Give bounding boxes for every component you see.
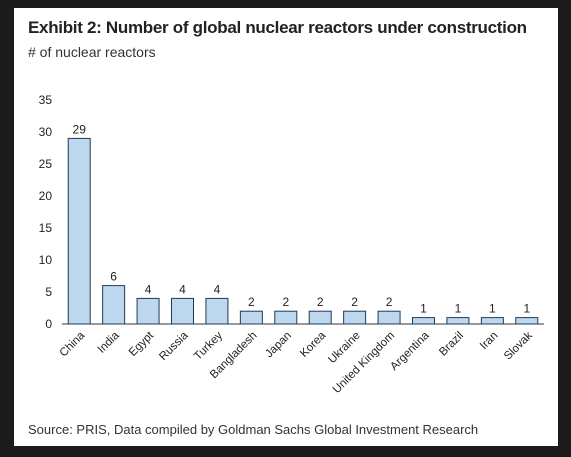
bar bbox=[205, 297, 229, 325]
x-tick-label: United Kingdom bbox=[331, 330, 397, 396]
y-tick-label: 35 bbox=[39, 93, 53, 107]
bar bbox=[308, 310, 332, 325]
x-tick-label: Iran bbox=[478, 330, 501, 353]
bar bbox=[102, 285, 126, 325]
y-tick-label: 5 bbox=[45, 285, 52, 299]
data-label: 1 bbox=[420, 302, 427, 316]
chart-subtitle: # of nuclear reactors bbox=[28, 44, 156, 60]
bar bbox=[446, 317, 470, 325]
x-tick-label: Japan bbox=[263, 330, 294, 361]
source-note: Source: PRIS, Data compiled by Goldman S… bbox=[28, 422, 479, 437]
bar bbox=[239, 310, 263, 325]
x-tick-label: Egypt bbox=[127, 329, 157, 359]
x-tick-label: Turkey bbox=[192, 329, 225, 362]
data-label: 4 bbox=[214, 282, 221, 296]
data-label: 2 bbox=[386, 295, 393, 309]
y-tick-label: 25 bbox=[39, 157, 53, 171]
bar bbox=[412, 317, 435, 325]
data-label: 29 bbox=[73, 122, 87, 136]
bar bbox=[343, 310, 367, 325]
x-tick-label: Russia bbox=[157, 329, 191, 363]
bar bbox=[515, 317, 539, 325]
data-label: 1 bbox=[523, 302, 530, 316]
data-label: 1 bbox=[455, 302, 462, 316]
chart-panel: Exhibit 2: Number of global nuclear reac… bbox=[14, 8, 558, 446]
bar bbox=[136, 297, 160, 325]
y-tick-label: 20 bbox=[39, 189, 53, 203]
x-tick-label: Brazil bbox=[437, 330, 466, 359]
data-label: 4 bbox=[179, 282, 186, 296]
bar bbox=[171, 297, 194, 325]
x-tick-label: Slovak bbox=[502, 329, 535, 362]
x-tick-label: India bbox=[96, 329, 123, 356]
data-label: 4 bbox=[145, 282, 152, 296]
bar bbox=[67, 137, 91, 325]
y-tick-label: 15 bbox=[39, 221, 53, 235]
data-label: 2 bbox=[282, 295, 289, 309]
bar bbox=[274, 310, 298, 325]
y-tick-label: 10 bbox=[39, 253, 53, 267]
data-label: 6 bbox=[110, 270, 117, 284]
x-tick-label: China bbox=[58, 329, 88, 359]
bar-chart: 0 5 10 15 20 25 30 35 29 China 6 India 4 Egypt 4 Russia… bbox=[39, 93, 544, 396]
y-tick-label: 30 bbox=[39, 125, 53, 139]
data-label: 1 bbox=[489, 302, 496, 316]
y-tick-label: 0 bbox=[45, 317, 52, 331]
data-label: 2 bbox=[351, 295, 358, 309]
bar bbox=[480, 317, 504, 325]
x-tick-label: Korea bbox=[298, 329, 329, 360]
bar bbox=[377, 310, 401, 325]
x-tick-label: Argentina bbox=[388, 329, 432, 373]
data-label: 2 bbox=[248, 295, 255, 309]
chart-title: Exhibit 2: Number of global nuclear reac… bbox=[28, 18, 527, 37]
data-label: 2 bbox=[317, 295, 324, 309]
